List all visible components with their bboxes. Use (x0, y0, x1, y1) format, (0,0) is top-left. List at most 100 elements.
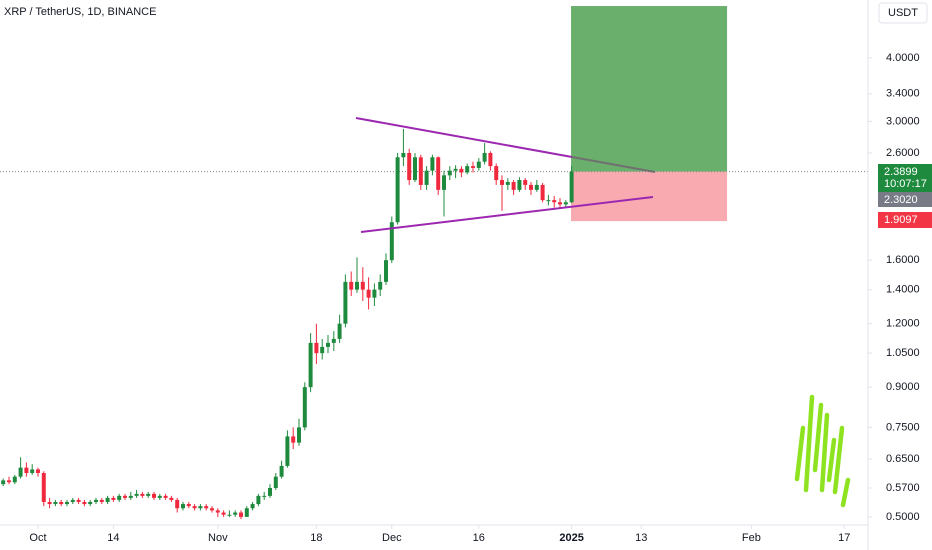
logo-stroke (832, 425, 845, 495)
candle-body (151, 493, 156, 498)
candle-body (447, 170, 452, 176)
x-tick-label: 14 (107, 532, 119, 544)
candle-body (349, 281, 354, 290)
candle-body (482, 152, 487, 162)
candle-body (146, 493, 151, 496)
x-tick-label: 2025 (559, 532, 583, 544)
candle-body (442, 175, 447, 190)
currency-label: USDT (888, 7, 918, 19)
y-tick-label: 3.4000 (886, 88, 920, 100)
candle-body (111, 497, 116, 500)
candle-body (64, 501, 69, 505)
candle-body (488, 152, 493, 167)
candle-body (93, 499, 98, 502)
candle-body (59, 501, 64, 505)
candle-body (140, 493, 145, 496)
x-tick-label: Nov (208, 532, 228, 544)
stop-price: 1.9097 (884, 214, 918, 226)
candle-body (117, 495, 122, 500)
candle-body (436, 157, 441, 190)
y-tick-label: 0.5700 (886, 482, 920, 494)
candle-body (18, 467, 23, 477)
candle-body (285, 436, 290, 466)
candle-body (250, 504, 255, 509)
candle-body (413, 157, 418, 181)
position-tool (571, 6, 728, 222)
x-tick-label: 16 (473, 532, 485, 544)
currency-box[interactable] (878, 2, 928, 24)
candle-body (395, 157, 400, 223)
candles (1, 128, 574, 520)
logo-stroke (819, 412, 830, 493)
candle-body (262, 495, 267, 497)
candle-body (308, 342, 313, 388)
x-tick-label: 13 (635, 532, 647, 544)
candle-body (430, 157, 435, 171)
candle-body (558, 202, 563, 205)
x-tick-label: 18 (310, 532, 322, 544)
candle-body (366, 289, 371, 298)
axes: 4.0000 3.4000 3.0000 2.6000 1.6000 1.4000 1.20… (29, 52, 919, 544)
candle-body (41, 473, 46, 502)
last-price: 2.3899 (884, 166, 918, 178)
y-tick-label: 0.7500 (886, 421, 920, 433)
candle-body (227, 514, 232, 516)
candle-body (175, 499, 180, 509)
candle-body (302, 387, 307, 428)
logo-stroke (840, 477, 851, 508)
candle-body (209, 508, 214, 511)
candle-body (1, 480, 6, 485)
candle-body (355, 281, 360, 290)
x-tick-label: Dec (382, 532, 402, 544)
candle-body (215, 510, 220, 513)
candle-body (563, 202, 568, 205)
candle-body (546, 200, 551, 202)
trendline-upper (355, 117, 573, 158)
candle-body (418, 157, 423, 185)
candle-body (105, 497, 110, 502)
y-tick-label: 1.2000 (886, 318, 920, 330)
candle-body (372, 289, 377, 298)
candle-body (401, 152, 406, 158)
y-tick-label: 1.4000 (886, 284, 920, 296)
candle-body (122, 495, 127, 498)
candle-body (180, 504, 185, 509)
candle-body (12, 476, 17, 483)
countdown: 10:07:17 (884, 178, 927, 190)
chart-title: XRP / TetherUS, 1D, BINANCE (4, 6, 156, 18)
candle-body (256, 495, 261, 505)
logo-stroke (812, 402, 824, 473)
y-tick-label: 1.6000 (886, 254, 920, 266)
candle-body (35, 469, 40, 474)
candle-body (186, 504, 191, 507)
candle-body (163, 495, 168, 498)
candle-body (76, 499, 81, 502)
candle-body (192, 506, 197, 509)
candle-body (279, 465, 284, 477)
candle-body (494, 166, 499, 181)
candle-body (523, 180, 528, 185)
candle-body (204, 506, 209, 509)
candle-body (534, 184, 539, 190)
candle-body (157, 495, 162, 498)
candle-body (500, 180, 505, 185)
candle-body (343, 281, 348, 324)
x-tick-label: 17 (838, 532, 850, 544)
candle-body (47, 501, 52, 505)
candle-body (273, 476, 278, 488)
y-tick-label: 0.9000 (886, 381, 920, 393)
candle-body (424, 170, 429, 185)
stop-price-tag (878, 212, 932, 228)
candle-body (331, 338, 336, 343)
logo-stroke (803, 394, 815, 493)
x-tick-label: Feb (742, 532, 761, 544)
candle-body (471, 166, 476, 168)
logo (794, 394, 851, 508)
loss-zone (571, 171, 728, 222)
mark-price: 2.3020 (884, 194, 918, 206)
y-tick-label: 0.6500 (886, 453, 920, 465)
candle-body (476, 161, 481, 168)
candle-body (540, 184, 545, 201)
